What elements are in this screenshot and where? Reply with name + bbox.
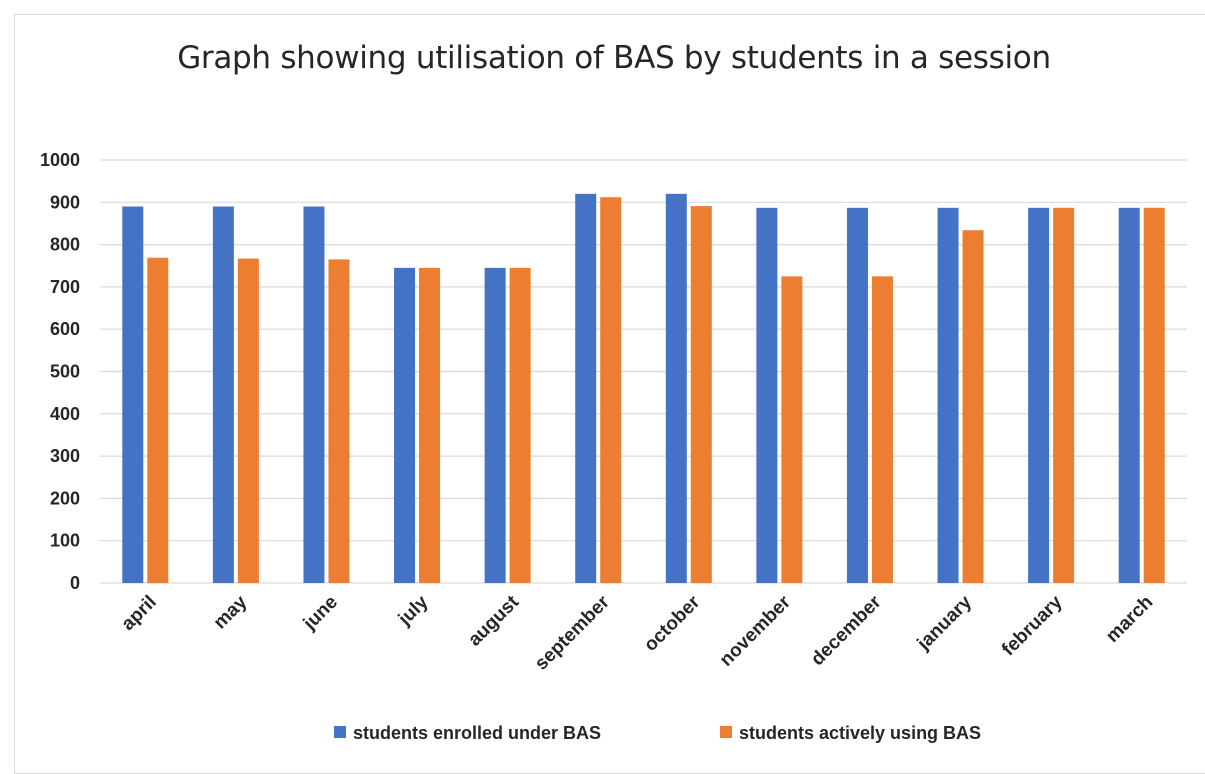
bar-january-series-2 [962,230,984,583]
y-tick-label: 400 [50,404,80,424]
bar-january-series-1 [937,207,959,583]
y-tick-label: 500 [50,362,80,382]
y-tick-label: 0 [70,573,80,593]
x-tick-label: september [531,591,614,674]
bar-april-series-2 [147,257,169,583]
bar-june-series-2 [328,259,350,583]
x-tick-label: november [716,591,795,670]
gridlines [100,159,1187,584]
y-tick-label: 700 [50,277,80,297]
bar-april-series-1 [122,206,144,583]
y-axis-ticks: 0 100 200 300 400 500 600 700 800 900 1000 [40,150,80,593]
x-tick-label: june [299,592,342,635]
bars [122,193,1165,583]
x-tick-label: october [640,591,705,656]
x-tick-label: july [394,591,433,630]
bar-september-series-2 [600,197,622,583]
bar-july-series-2 [419,267,441,583]
bar-june-series-1 [303,206,325,583]
bar-chart: 0 100 200 300 400 500 600 700 800 900 1000 april ma… [40,150,1187,743]
y-tick-label: 1000 [40,150,80,170]
x-tick-label: february [998,591,1067,660]
bar-may-series-2 [237,258,259,583]
bar-february-series-1 [1028,207,1050,583]
bar-march-series-2 [1143,207,1165,583]
y-tick-label: 900 [50,192,80,212]
bar-december-series-1 [846,207,868,583]
legend-swatch [720,726,732,738]
bar-july-series-1 [394,267,416,583]
bar-november-series-1 [756,207,778,583]
y-tick-label: 100 [50,531,80,551]
x-tick-label: january [913,591,977,655]
y-tick-label: 300 [50,446,80,466]
bar-march-series-1 [1118,207,1140,583]
legend-swatch [334,726,346,738]
bar-august-series-1 [484,267,506,583]
bar-september-series-1 [575,193,597,583]
bar-november-series-2 [781,276,803,583]
x-tick-label: december [807,591,886,670]
legend-label: students enrolled under BAS [353,723,601,743]
bar-february-series-2 [1053,207,1075,583]
bar-october-series-2 [690,206,712,583]
x-axis-ticks: april may june july august september october no… [118,591,1158,674]
chart-title: Graph showing utilisation of BAS by stud… [177,40,1051,76]
bar-august-series-2 [509,267,531,583]
legend: students enrolled under BAS students acti… [334,723,981,743]
y-tick-label: 800 [50,235,80,255]
bar-december-series-2 [871,276,893,583]
x-tick-label: may [210,591,252,633]
y-tick-label: 200 [50,488,80,508]
x-tick-label: march [1102,592,1157,647]
bar-october-series-1 [665,193,687,583]
x-tick-label: august [464,591,523,650]
bar-may-series-1 [212,206,234,583]
x-tick-label: april [118,592,161,635]
legend-label: students actively using BAS [739,723,981,743]
y-tick-label: 600 [50,319,80,339]
